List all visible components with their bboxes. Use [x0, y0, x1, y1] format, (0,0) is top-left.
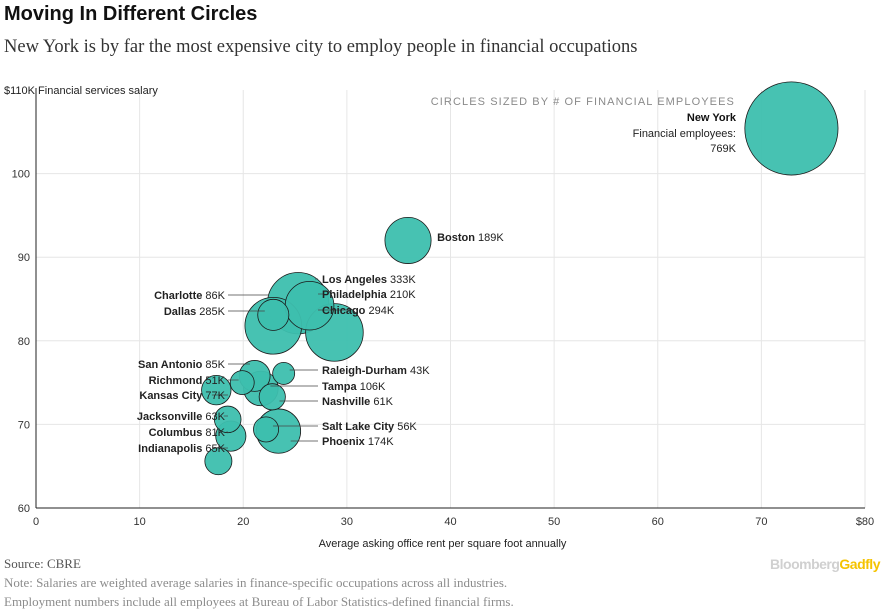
- label-nashville-value: 61K: [370, 396, 393, 408]
- bubble-chart: New York Financial employees: 769K Boston 1…: [4, 81, 874, 550]
- source-note: Source: CBRE: [4, 556, 81, 571]
- label-columbus: Columbus 81K: [149, 427, 226, 439]
- label-dallas: Dallas 285K: [164, 306, 226, 318]
- label-charlotte: Charlotte 86K: [154, 290, 226, 302]
- label-kansas-city-value: 77K: [202, 390, 225, 402]
- label-los-angeles-city: Los Angeles: [322, 274, 387, 286]
- label-kansas-city-city: Kansas City: [139, 390, 203, 402]
- x-tick-label: 40: [444, 516, 456, 528]
- label-richmond-value: 51K: [202, 375, 225, 387]
- label-tampa-city: Tampa: [322, 381, 358, 393]
- label-phoenix-city: Phoenix: [322, 436, 366, 448]
- chart-title: Moving In Different Circles: [4, 3, 258, 25]
- bubble-charlotte: [257, 298, 290, 331]
- label-boston-value: 189K: [475, 232, 504, 244]
- label-chicago-value: 294K: [365, 305, 394, 317]
- label-salt-lake-city: Salt Lake City 56K: [322, 421, 417, 433]
- axes: 0 10 20 30 40 50 60 70 $80 60 70 80 90 100 $110K Finan…: [4, 85, 874, 550]
- label-indianapolis: Indianapolis 65K: [138, 443, 225, 455]
- label-san-antonio-value: 85K: [202, 359, 225, 371]
- label-richmond-city: Richmond: [149, 375, 203, 387]
- label-philadelphia: Philadelphia 210K: [322, 289, 416, 301]
- brand-logo-part2: Gadfly: [839, 556, 880, 572]
- brand-logo: BloombergGadfly: [770, 556, 880, 572]
- label-dallas-value: 285K: [196, 306, 225, 318]
- label-boston: Boston 189K: [437, 232, 504, 244]
- label-philadelphia-value: 210K: [387, 289, 416, 301]
- label-charlotte-value: 86K: [202, 290, 225, 302]
- label-chicago: Chicago 294K: [322, 305, 395, 317]
- label-san-antonio-city: San Antonio: [138, 359, 203, 371]
- label-jacksonville: Jacksonville 63K: [137, 411, 226, 423]
- x-tick-label: 50: [548, 516, 560, 528]
- bubbles: [201, 81, 839, 476]
- label-charlotte-city: Charlotte: [154, 290, 202, 302]
- label-los-angeles: Los Angeles 333K: [322, 274, 416, 286]
- label-new-york-caption: Financial employees:: [633, 128, 736, 140]
- bubble-richmond: [229, 370, 255, 395]
- label-philadelphia-city: Philadelphia: [322, 289, 388, 301]
- label-salt-lake-city-city: Salt Lake City: [322, 421, 395, 433]
- label-new-york-value: 769K: [710, 143, 736, 155]
- label-san-antonio: San Antonio 85K: [138, 359, 226, 371]
- label-new-york-city: New York: [687, 112, 737, 124]
- label-phoenix: Phoenix 174K: [322, 436, 394, 448]
- x-tick-label: 20: [237, 516, 249, 528]
- y-axis-label: $110K Financial services salary: [4, 85, 158, 97]
- label-raleigh-durham-value: 43K: [407, 365, 430, 377]
- label-phoenix-value: 174K: [365, 436, 394, 448]
- label-indianapolis-value: 65K: [202, 443, 225, 455]
- y-tick-label: 70: [18, 419, 30, 431]
- label-raleigh-durham-city: Raleigh-Durham: [322, 365, 407, 377]
- x-tick-label: 30: [341, 516, 353, 528]
- bubble-jacksonville: [213, 405, 242, 434]
- y-tick-label: 90: [18, 252, 30, 264]
- x-axis-label: Average asking office rent per square fo…: [319, 538, 567, 550]
- x-tick-label: $80: [856, 516, 874, 528]
- label-boston-city: Boston: [437, 232, 475, 244]
- y-tick-label: 100: [12, 169, 30, 181]
- label-los-angeles-value: 333K: [387, 274, 416, 286]
- label-nashville-city: Nashville: [322, 396, 370, 408]
- label-dallas-city: Dallas: [164, 306, 196, 318]
- x-tick-label: 70: [755, 516, 767, 528]
- x-tick-label: 10: [134, 516, 146, 528]
- label-jacksonville-city: Jacksonville: [137, 411, 202, 423]
- chart-subtitle: New York is by far the most expensive ci…: [4, 37, 638, 57]
- bubble-salt-lake-city: [253, 416, 280, 443]
- x-tick-label: 60: [652, 516, 664, 528]
- bubble-raleigh-durham: [272, 361, 296, 385]
- y-tick-label: 80: [18, 336, 30, 348]
- label-columbus-value: 81K: [202, 427, 225, 439]
- bubble-kansas-city: [201, 374, 232, 406]
- label-tampa: Tampa 106K: [322, 381, 386, 393]
- label-raleigh-durham: Raleigh-Durham 43K: [322, 365, 430, 377]
- label-nashville: Nashville 61K: [322, 396, 394, 408]
- label-indianapolis-city: Indianapolis: [138, 443, 202, 455]
- label-columbus-city: Columbus: [149, 427, 203, 439]
- size-legend-note: CIRCLES SIZED BY # OF FINANCIAL EMPLOYEE…: [431, 96, 735, 108]
- label-tampa-value: 106K: [357, 381, 386, 393]
- footnote-line-1: Note: Salaries are weighted average sala…: [4, 575, 508, 590]
- bubble-nashville: [258, 383, 286, 411]
- label-chicago-city: Chicago: [322, 305, 366, 317]
- bubble-new-york: [744, 81, 839, 176]
- bubble-labels: New York Financial employees: 769K Boston 1…: [137, 112, 737, 455]
- label-kansas-city: Kansas City 77K: [139, 390, 225, 402]
- brand-logo-part1: Bloomberg: [770, 556, 840, 572]
- bubble-indianapolis: [204, 447, 233, 476]
- y-tick-label: 60: [18, 503, 30, 515]
- bubble-boston: [384, 216, 432, 264]
- x-tick-label: 0: [33, 516, 39, 528]
- label-salt-lake-city-value: 56K: [394, 421, 417, 433]
- label-richmond: Richmond 51K: [149, 375, 226, 387]
- label-jacksonville-value: 63K: [202, 411, 225, 423]
- footnote-line-2: Employment numbers include all employees…: [4, 594, 514, 609]
